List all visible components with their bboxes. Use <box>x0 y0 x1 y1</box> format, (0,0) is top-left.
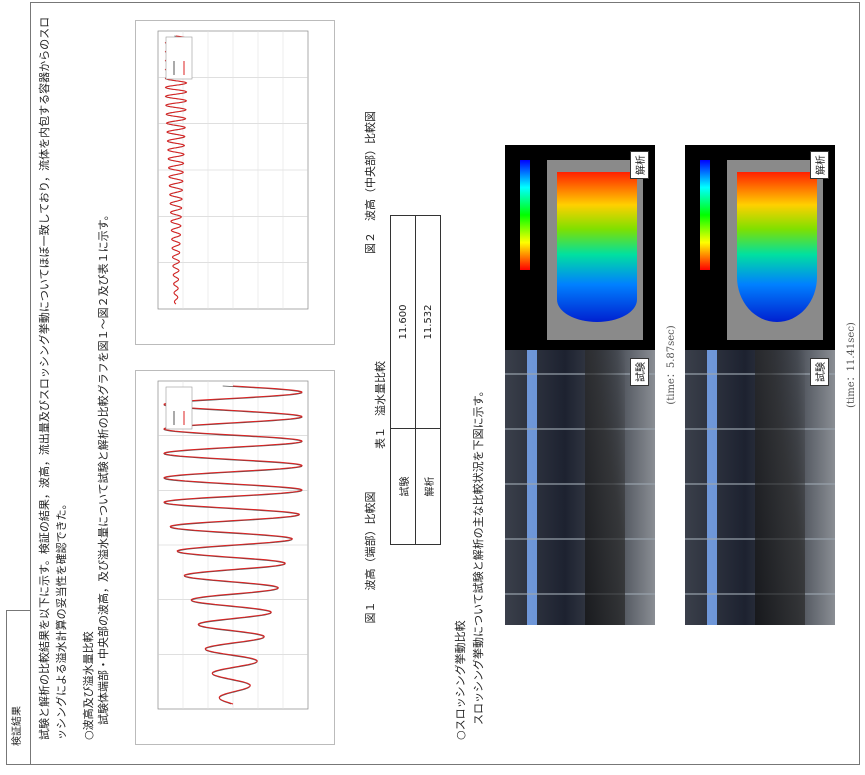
cell: 11.600 <box>390 215 416 429</box>
chart-figure-2 <box>135 20 335 345</box>
image-label: 試験 <box>630 358 649 386</box>
photo-frame <box>505 428 655 430</box>
section-tab: 検証結果 <box>6 610 30 765</box>
figure-caption: 図２ 波高（中央部）比較図 <box>364 111 377 254</box>
test-photo: 試験 <box>505 350 655 625</box>
fluid-shadow <box>585 350 625 625</box>
legend <box>165 36 193 80</box>
wave-line <box>164 35 188 305</box>
photo-stripe <box>527 350 537 625</box>
test-photo: 試験 <box>685 350 835 625</box>
photo-stripe <box>707 350 717 625</box>
photo-frame <box>505 593 655 595</box>
intro-text: 試験と解析の比較結果を以下に示す。検証の結果，波高，流出量及びスロッシング挙動に… <box>38 16 68 740</box>
table-caption: 表１ 溢水量比較 <box>374 361 387 449</box>
legend <box>165 386 193 430</box>
image-label: 解析 <box>630 151 649 179</box>
image-label: 試験 <box>810 358 829 386</box>
section-heading: ○スロッシング挙動比較 <box>454 620 467 740</box>
photo-frame <box>505 538 655 540</box>
photo-frame <box>505 483 655 485</box>
color-bar <box>700 160 710 270</box>
cell: 解析 <box>415 428 441 545</box>
image-label: 解析 <box>810 151 829 179</box>
snapshot-time: (time：11.41sec) <box>846 322 857 408</box>
table: 試験 11.600 解析 11.532 <box>390 215 441 545</box>
analysis-image: 解析 <box>505 145 655 350</box>
fluid-shadow <box>755 350 805 625</box>
wave-line <box>163 385 303 705</box>
chart-figure-1 <box>135 370 335 745</box>
snapshot-time: (time：5.87sec) <box>666 325 677 405</box>
section-text: 試験体端部・中央部の波高，及び溢水量について試験と解析の比較グラフを図１～図２及… <box>97 209 110 725</box>
fluid <box>557 172 637 322</box>
analysis-image: 解析 <box>685 145 835 350</box>
cell: 試験 <box>390 428 416 545</box>
color-bar <box>520 160 530 270</box>
fluid <box>737 172 817 322</box>
section-text: スロッシング挙動について試験と解析の主な比較状況を下図に示す。 <box>472 385 485 725</box>
cell: 11.532 <box>415 215 441 429</box>
